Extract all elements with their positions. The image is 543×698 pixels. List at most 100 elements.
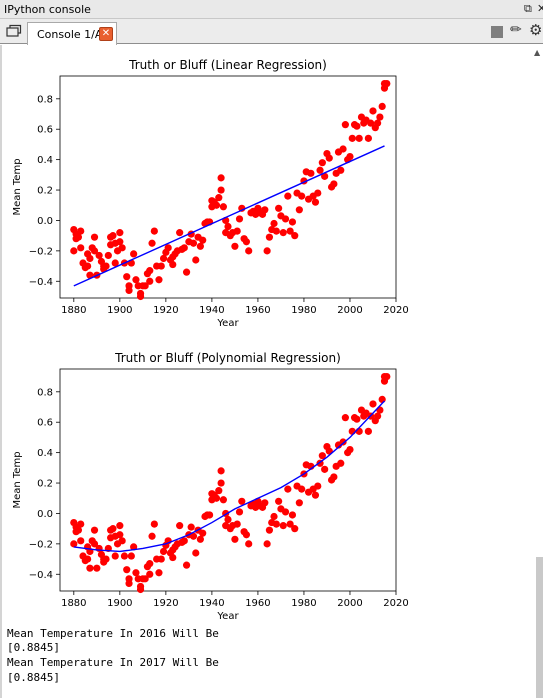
data-point bbox=[339, 438, 347, 446]
scroll-up-arrow-icon[interactable]: ▲ bbox=[534, 48, 541, 57]
console-output-line: Mean Temperature In 2016 Will Be bbox=[7, 627, 219, 640]
y-tick-label: −0.4 bbox=[29, 570, 53, 581]
data-point bbox=[212, 494, 221, 502]
data-point bbox=[141, 575, 149, 583]
data-point bbox=[157, 262, 165, 270]
data-point bbox=[102, 555, 110, 563]
data-point bbox=[169, 553, 177, 562]
data-point bbox=[235, 215, 244, 223]
y-tick-label: 0.8 bbox=[37, 387, 53, 398]
data-point bbox=[109, 525, 117, 533]
data-point bbox=[245, 540, 253, 548]
console-output-line: Mean Temperature In 2017 Will Be bbox=[7, 656, 219, 669]
data-point bbox=[233, 520, 241, 528]
data-point bbox=[86, 271, 94, 279]
data-point bbox=[318, 159, 326, 167]
data-point bbox=[192, 549, 200, 557]
data-point bbox=[346, 152, 354, 161]
data-point bbox=[233, 227, 241, 235]
data-point bbox=[84, 262, 92, 270]
data-point bbox=[95, 251, 103, 260]
data-point bbox=[123, 273, 131, 281]
data-point bbox=[284, 192, 292, 200]
console-left-border bbox=[0, 45, 2, 698]
data-point bbox=[93, 564, 101, 572]
data-point bbox=[367, 119, 375, 127]
data-point bbox=[136, 292, 145, 301]
data-point bbox=[215, 194, 223, 202]
data-point bbox=[318, 452, 326, 460]
data-point bbox=[150, 227, 158, 235]
plot-frame bbox=[59, 75, 397, 299]
tab-console-1a[interactable]: Console 1/A ✕ bbox=[27, 22, 117, 45]
data-point bbox=[159, 547, 168, 556]
y-tick-label: 0.4 bbox=[37, 155, 53, 166]
data-point bbox=[123, 566, 131, 574]
data-point bbox=[102, 262, 110, 270]
data-point bbox=[148, 532, 156, 540]
close-pane-icon[interactable]: ✕ bbox=[537, 2, 543, 15]
console-tab-bar: Console 1/A ✕ ✏ ⚙ bbox=[0, 19, 543, 45]
data-point bbox=[224, 222, 232, 231]
data-point bbox=[141, 282, 149, 290]
data-point bbox=[180, 537, 188, 545]
polynomial-regression-plot: Truth or Bluff (Polynomial Regression) 18… bbox=[12, 351, 409, 622]
data-point bbox=[164, 244, 172, 252]
data-point bbox=[330, 180, 338, 188]
x-tick-label: 1900 bbox=[107, 305, 132, 316]
data-point bbox=[378, 395, 386, 404]
data-point bbox=[295, 206, 303, 214]
data-point bbox=[281, 508, 290, 516]
vertical-scrollbar-thumb[interactable] bbox=[536, 557, 543, 698]
x-tick-label: 1920 bbox=[153, 305, 178, 316]
data-point bbox=[353, 415, 361, 423]
pane-title: IPython console bbox=[4, 3, 91, 16]
data-point bbox=[146, 570, 154, 578]
data-point bbox=[90, 540, 99, 548]
data-point bbox=[219, 203, 227, 211]
data-point bbox=[265, 526, 274, 534]
gear-icon[interactable]: ⚙ bbox=[529, 21, 543, 39]
data-point bbox=[111, 259, 119, 267]
data-point bbox=[77, 520, 85, 528]
data-point bbox=[155, 276, 163, 284]
data-point bbox=[90, 247, 99, 255]
data-point bbox=[159, 254, 168, 263]
data-point bbox=[199, 529, 207, 537]
x-tick-label: 2000 bbox=[337, 598, 362, 609]
data-point bbox=[272, 520, 280, 528]
y-tick-label: 0.8 bbox=[37, 94, 53, 105]
stop-icon[interactable] bbox=[491, 26, 503, 38]
data-point bbox=[224, 515, 232, 524]
data-point bbox=[90, 526, 99, 534]
data-point bbox=[118, 244, 126, 252]
y-tick-label: 0.2 bbox=[37, 186, 53, 197]
y-tick-label: −0.2 bbox=[29, 539, 53, 550]
x-tick-label: 1900 bbox=[107, 598, 132, 609]
close-tab-icon[interactable]: ✕ bbox=[99, 27, 113, 41]
data-point bbox=[325, 154, 333, 162]
data-point bbox=[169, 260, 177, 269]
data-point bbox=[311, 198, 320, 206]
data-point bbox=[90, 233, 99, 241]
data-point bbox=[180, 244, 188, 252]
data-point bbox=[196, 535, 204, 543]
data-point bbox=[279, 229, 287, 237]
data-point bbox=[217, 467, 225, 475]
data-point bbox=[120, 552, 129, 560]
data-point bbox=[376, 113, 384, 121]
data-point bbox=[373, 412, 382, 420]
data-point bbox=[176, 522, 184, 530]
data-point bbox=[337, 459, 345, 467]
data-point bbox=[288, 218, 297, 226]
data-point bbox=[125, 282, 133, 290]
y-tick-label: 0.6 bbox=[37, 418, 53, 429]
data-point bbox=[136, 585, 145, 594]
undock-icon[interactable]: ⧉ bbox=[524, 2, 532, 15]
browse-tabs-icon[interactable] bbox=[6, 24, 22, 38]
data-point bbox=[316, 166, 324, 174]
data-point bbox=[261, 206, 269, 214]
eraser-icon[interactable]: ✏ bbox=[510, 22, 522, 38]
data-point bbox=[176, 229, 184, 237]
data-point bbox=[307, 169, 315, 177]
